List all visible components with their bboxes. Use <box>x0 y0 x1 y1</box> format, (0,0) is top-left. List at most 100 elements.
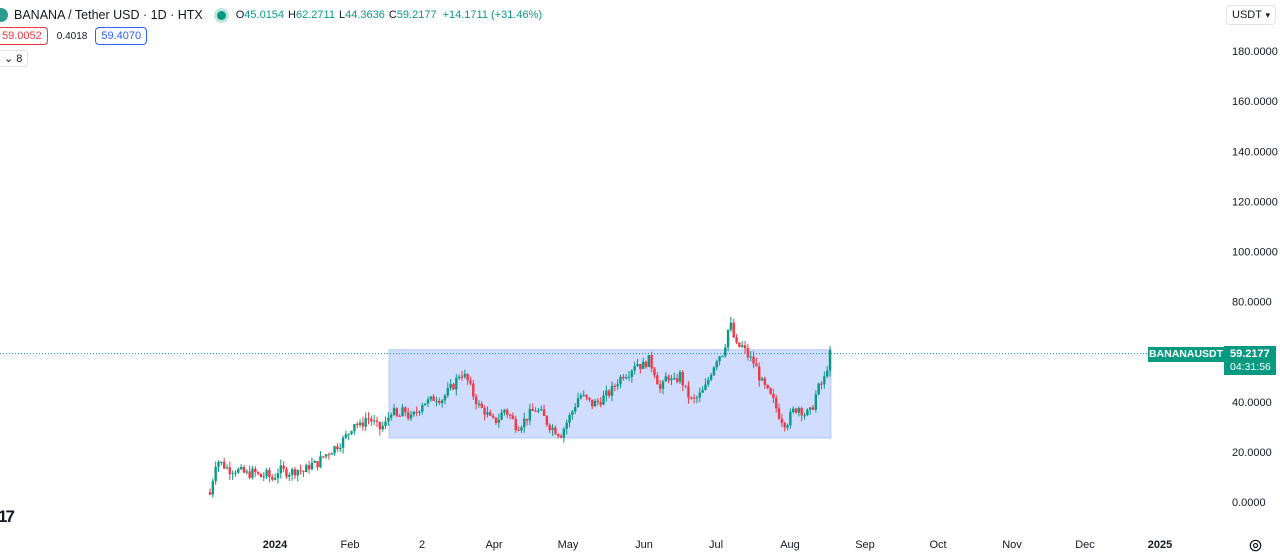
candle-body <box>817 383 820 395</box>
candle-body <box>483 407 486 415</box>
candle-body <box>474 396 478 405</box>
candle-body <box>392 408 396 415</box>
spread-value: 0.4018 <box>56 30 88 42</box>
candle-body <box>299 470 302 472</box>
sell-button[interactable]: 59.0052 <box>0 27 48 45</box>
candle-body <box>743 345 747 349</box>
candle-body <box>794 408 798 413</box>
candle-body <box>633 366 636 371</box>
candle-body <box>542 409 546 416</box>
candle-body <box>596 400 600 403</box>
candle-body <box>333 446 336 454</box>
candle-body <box>627 376 631 378</box>
trade-buttons: 59.0052 0.4018 59.4070 <box>0 27 148 45</box>
candle-body <box>797 408 801 413</box>
candle-body <box>692 397 696 399</box>
y-tick-label: 0.0000 <box>1232 497 1266 509</box>
candle-body <box>675 378 679 382</box>
candle-body <box>701 389 704 393</box>
candle-body <box>741 345 744 347</box>
candle-body <box>670 378 673 381</box>
candle-body <box>302 471 305 473</box>
live-dot-icon <box>216 10 226 20</box>
candle-body <box>746 348 750 358</box>
time-axis[interactable]: 2024 Feb 2 Apr May Jun Jul Aug Sep Oct Nov Dec 2025 <box>263 539 1172 551</box>
candle-body <box>446 388 450 396</box>
candle-body <box>358 422 362 425</box>
candle-body <box>658 384 662 389</box>
gear-icon[interactable] <box>1249 539 1262 552</box>
candle-body <box>681 371 684 386</box>
price-tag-price: 59.2177 <box>1230 347 1270 360</box>
candle-body <box>721 355 724 357</box>
tradingview-logo[interactable]: 17 <box>0 507 15 526</box>
candle-body <box>330 453 333 455</box>
x-tick-label: Dec <box>1075 539 1095 551</box>
candle-body <box>242 467 246 473</box>
y-tick-label: 140.0000 <box>1232 146 1278 158</box>
candle-body <box>687 386 690 398</box>
buy-button[interactable]: 59.4070 <box>95 27 148 45</box>
candle-body <box>228 467 232 474</box>
candle-body <box>525 418 529 421</box>
high-label: H <box>288 9 296 21</box>
symbol-title[interactable]: BANANA / Tether USD · 1D · HTX <box>14 8 203 22</box>
candle-body <box>370 418 373 422</box>
candle-body <box>497 419 500 423</box>
candle-body <box>695 397 699 399</box>
candle-body <box>540 409 543 411</box>
candle-body <box>285 468 288 477</box>
candle-body <box>650 355 653 369</box>
candle-body <box>828 349 832 371</box>
candle-body <box>557 434 560 436</box>
candle-body <box>395 408 399 416</box>
candle-body <box>217 462 220 468</box>
y-tick-label: 160.0000 <box>1232 96 1278 108</box>
candle-body <box>616 384 619 387</box>
candle-body <box>758 366 761 381</box>
candle-body <box>276 473 280 479</box>
indicators-toggle[interactable]: ⌄ 8 <box>0 50 29 67</box>
x-tick-label: Oct <box>929 539 946 551</box>
currency-button[interactable]: USDT ▾ <box>1226 5 1276 25</box>
price-axis[interactable]: 180.0000 160.0000 140.0000 120.0000 100.0000… <box>1232 46 1278 509</box>
candle-body <box>548 424 551 431</box>
candle-body <box>605 390 608 396</box>
candle-body <box>718 356 721 362</box>
candle-body <box>412 411 416 415</box>
indicators-count: 8 <box>16 53 23 65</box>
candle-body <box>506 409 509 415</box>
candle-body <box>707 379 710 385</box>
candle-body <box>704 384 707 390</box>
candle-body <box>208 491 212 495</box>
candle-body <box>460 376 464 378</box>
candle-body <box>644 361 648 367</box>
candle-body <box>254 468 257 473</box>
candle-body <box>653 368 656 376</box>
candle-body <box>486 412 489 415</box>
candle-body <box>585 394 588 398</box>
candle-body <box>588 397 591 400</box>
candle-body <box>341 437 345 448</box>
candle-body <box>293 469 297 476</box>
ohlc-values: O45.0154 H62.2711 L44.3636 C59.2177 +14.… <box>236 9 542 21</box>
candle-body <box>732 322 735 338</box>
candle-body <box>639 364 642 369</box>
candle-body <box>820 383 823 385</box>
price-tag-symbol: BANANAUSDT <box>1148 346 1224 362</box>
low-value: 44.3636 <box>345 9 385 21</box>
candle-body <box>398 415 401 417</box>
candle-body <box>324 454 328 457</box>
candle-body <box>814 394 818 410</box>
candle-body <box>347 433 350 435</box>
x-tick-label: Nov <box>1002 539 1022 551</box>
low-label: L <box>338 9 346 21</box>
candle-body <box>268 470 271 477</box>
candle-body <box>508 414 512 416</box>
candle-body <box>661 381 665 389</box>
candle-body <box>579 395 583 399</box>
candle-body <box>523 418 526 428</box>
candle-body <box>313 461 316 463</box>
candle-body <box>503 409 506 413</box>
